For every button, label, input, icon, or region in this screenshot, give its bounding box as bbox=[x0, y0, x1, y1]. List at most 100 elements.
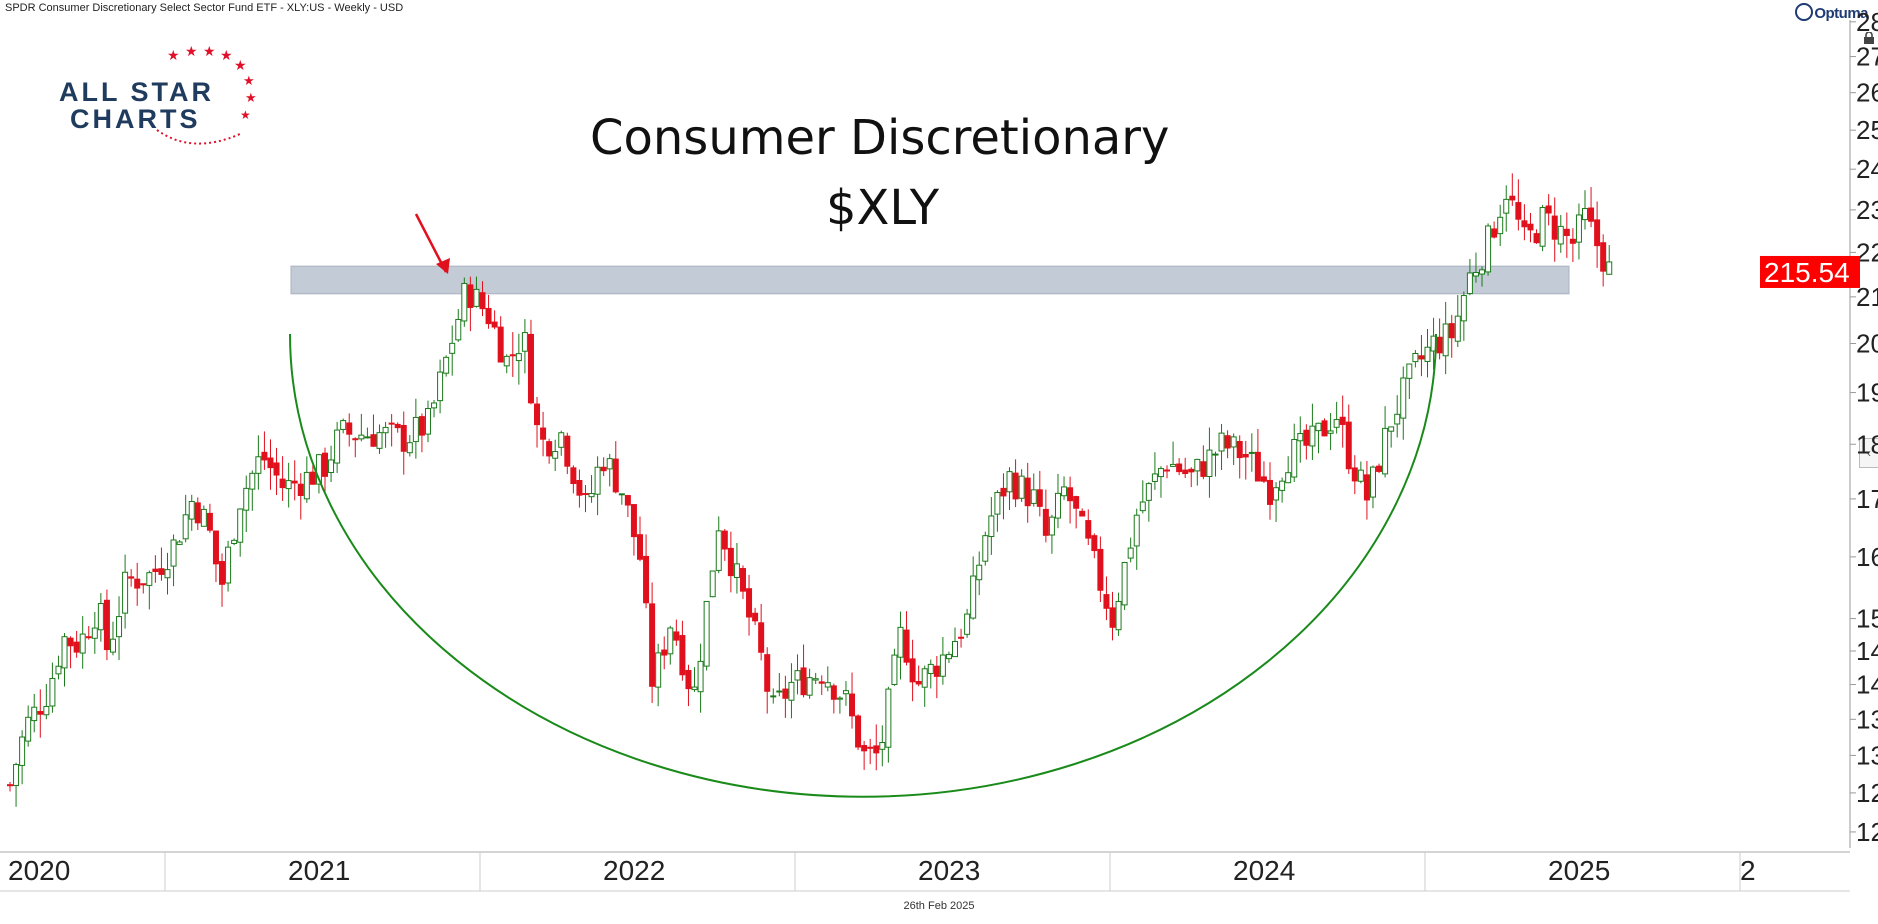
y-tick-label: 240.00 bbox=[1856, 154, 1878, 184]
all-star-charts-logo: ★ ★ ★ ★ ★ ★ ★ ★ ALL STAR CHARTS bbox=[52, 40, 262, 160]
candle-body bbox=[770, 695, 777, 698]
candle-body bbox=[255, 456, 262, 474]
candle-body bbox=[1479, 269, 1486, 275]
candle-body bbox=[31, 706, 38, 722]
annotation-arrow-head bbox=[436, 258, 450, 274]
candle-body bbox=[1018, 475, 1025, 499]
candle-body bbox=[334, 429, 341, 464]
candle-body bbox=[606, 458, 613, 470]
optuma-logo-icon bbox=[1795, 3, 1814, 21]
candle-body bbox=[752, 612, 759, 622]
candle-body bbox=[491, 321, 498, 328]
candle-body bbox=[933, 665, 940, 677]
candle-body bbox=[1194, 458, 1201, 472]
x-axis: 2020 2021 2022 2023 2024 2025 2 bbox=[0, 851, 1850, 892]
candle-body bbox=[1388, 426, 1395, 432]
candle-body bbox=[13, 764, 20, 787]
candle-body bbox=[1248, 451, 1255, 454]
lock-icon[interactable] bbox=[1862, 32, 1876, 44]
candle-body bbox=[576, 480, 583, 496]
candle-body bbox=[1218, 432, 1225, 452]
candle-body bbox=[1236, 440, 1243, 459]
logo-text-line1: ALL STAR bbox=[59, 77, 214, 107]
candle-body bbox=[231, 539, 238, 545]
candle-body bbox=[273, 462, 280, 476]
candle-body bbox=[582, 493, 589, 496]
annotation-layer bbox=[414, 213, 450, 274]
candle-body bbox=[370, 434, 377, 447]
logo-text-line2: CHARTS bbox=[70, 104, 201, 134]
candle-body bbox=[721, 530, 728, 550]
candle-body bbox=[7, 784, 13, 787]
date-footer: 26th Feb 2025 bbox=[903, 900, 975, 912]
candle-body bbox=[964, 613, 971, 635]
x-tick-label: 2023 bbox=[918, 855, 980, 886]
candle-body bbox=[697, 660, 704, 693]
candle-body bbox=[346, 422, 353, 435]
candle-body bbox=[1412, 353, 1419, 363]
candle-body bbox=[418, 416, 425, 436]
candle-body bbox=[1533, 233, 1540, 244]
candle-body bbox=[1424, 346, 1431, 362]
collapse-axis-button[interactable]: ‹ bbox=[1859, 438, 1878, 468]
candle-body bbox=[182, 514, 189, 540]
candle-body bbox=[818, 681, 825, 684]
candle-body bbox=[1460, 295, 1467, 322]
candle-body bbox=[206, 512, 213, 531]
candle-body bbox=[1279, 480, 1286, 491]
y-tick-label: 140.00 bbox=[1856, 670, 1878, 700]
candle-body bbox=[1042, 508, 1049, 536]
candle-body bbox=[703, 600, 710, 667]
candle-body bbox=[842, 690, 849, 695]
candle-body bbox=[994, 491, 1001, 515]
candle-body bbox=[952, 641, 958, 658]
optuma-brand-text: Optuma bbox=[1814, 5, 1868, 22]
svg-text:★: ★ bbox=[243, 74, 255, 89]
candle-body bbox=[164, 569, 171, 579]
y-tick-label: 170.00 bbox=[1856, 484, 1878, 514]
candle-body bbox=[43, 705, 50, 716]
candle-body bbox=[1339, 416, 1346, 425]
candle-body bbox=[1121, 561, 1128, 606]
candle-body bbox=[594, 466, 601, 495]
y-tick-label: 125.00 bbox=[1856, 778, 1878, 808]
candle-body bbox=[1097, 548, 1104, 591]
candle-body bbox=[1382, 427, 1389, 475]
candle-body bbox=[243, 487, 250, 511]
last-price-label: 215.54 bbox=[1764, 257, 1850, 288]
candle-body bbox=[352, 438, 359, 441]
candle-body bbox=[1127, 547, 1134, 559]
candle-body bbox=[412, 416, 419, 443]
candle-body bbox=[558, 432, 565, 448]
candle-body bbox=[497, 326, 504, 363]
candle-body bbox=[1588, 207, 1595, 222]
svg-text:★: ★ bbox=[245, 91, 257, 106]
candle-body bbox=[1176, 463, 1183, 473]
y-tick-label: 270.00 bbox=[1856, 42, 1878, 72]
candle-body bbox=[849, 693, 856, 717]
candle-body bbox=[824, 682, 831, 688]
candle-body bbox=[1333, 419, 1340, 428]
candle-body bbox=[1594, 219, 1601, 247]
candle-body bbox=[1503, 198, 1510, 214]
candle-body bbox=[1321, 420, 1328, 437]
candle-body bbox=[709, 570, 716, 598]
candle-body bbox=[1297, 433, 1304, 442]
x-tick-label: 2022 bbox=[603, 855, 665, 886]
candle-body bbox=[727, 547, 734, 577]
candle-body bbox=[1145, 483, 1152, 501]
candle-body bbox=[285, 480, 292, 490]
chart-title: Consumer Discretionary bbox=[590, 110, 1170, 166]
candle-body bbox=[188, 500, 195, 520]
candle-body bbox=[297, 483, 304, 497]
candle-body bbox=[1315, 422, 1322, 432]
candle-body bbox=[1157, 468, 1164, 478]
candle-body bbox=[637, 534, 643, 560]
resistance-band bbox=[290, 265, 1570, 295]
candle-body bbox=[1030, 489, 1037, 504]
candle-body bbox=[739, 568, 746, 592]
y-axis: 120.00 125.00 130.00 135.00 140.00 145.00150.… bbox=[1760, 7, 1878, 848]
candle-body bbox=[552, 451, 559, 459]
candle-body bbox=[485, 307, 492, 325]
candle-body bbox=[1436, 336, 1443, 354]
